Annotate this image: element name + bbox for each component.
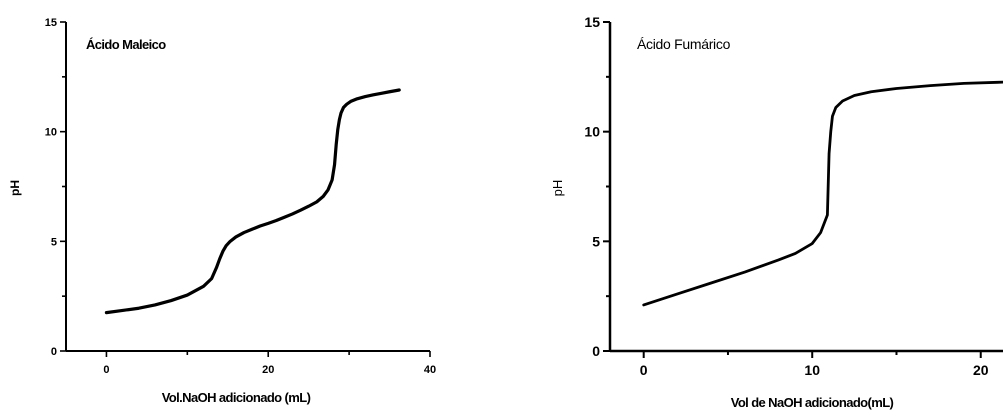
y-tick-label: 15 <box>584 14 600 30</box>
chart-title: Ácido Fumárico <box>637 36 731 52</box>
chart-title: Ácido Maleico <box>86 37 166 52</box>
x-tick-label: 0 <box>640 362 648 378</box>
y-axis-label: pH <box>550 180 565 197</box>
tick-group: 0 5 10 15 0 20 40 <box>45 17 436 376</box>
tick-group: 0 5 10 15 0 10 20 <box>584 14 988 378</box>
series-line <box>642 80 1003 307</box>
x-axis-label: Vol.NaOH adicionado (mL) <box>162 390 311 405</box>
y-tick-label: 5 <box>592 233 600 249</box>
series-line <box>104 88 401 315</box>
y-tick-label: 10 <box>584 124 600 140</box>
x-axis-label: Vol de NaOH adicionado(mL) <box>731 395 894 410</box>
x-tick-label: 0 <box>103 364 109 376</box>
chart-fumarico: 0 5 10 15 0 10 20 Ácido Fumárico Vol de NaOH a… <box>550 14 1003 410</box>
y-axis-label: pH <box>8 180 22 196</box>
y-tick-label: 0 <box>592 343 600 359</box>
x-tick-label: 20 <box>262 364 274 376</box>
y-tick-label: 15 <box>45 17 57 29</box>
x-tick-label: 20 <box>973 362 989 378</box>
y-tick-label: 5 <box>51 236 57 248</box>
y-tick-label: 10 <box>45 127 57 139</box>
x-tick-label: 10 <box>804 362 820 378</box>
y-tick-label: 0 <box>51 346 57 358</box>
x-tick-label: 40 <box>424 364 436 376</box>
chart-maleico: 0 5 10 15 0 20 40 Ácido Maleico Vol.NaOH adici… <box>8 17 436 405</box>
